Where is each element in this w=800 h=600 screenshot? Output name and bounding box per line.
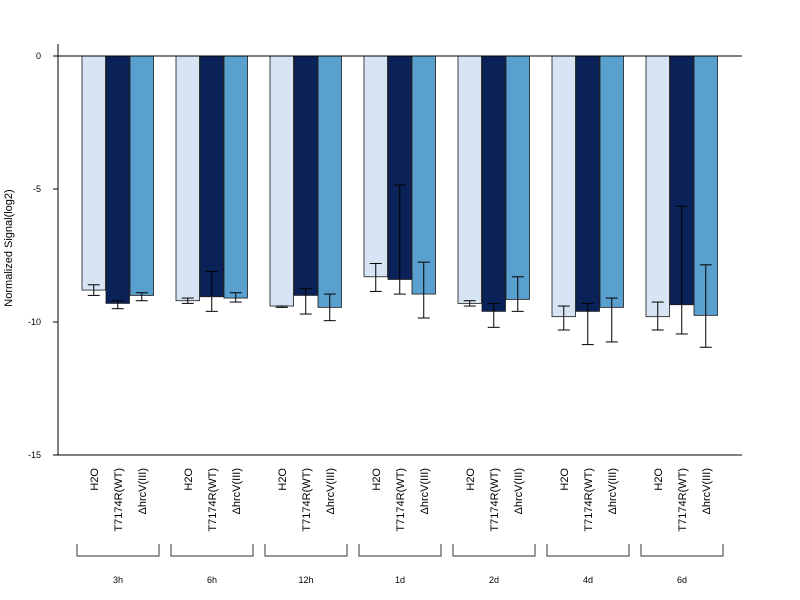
- error-bars: [87, 184, 712, 348]
- bar: [269, 55, 294, 307]
- bar: [105, 55, 130, 304]
- y-axis-label: Normalized Signal(log2): [3, 189, 15, 306]
- bar-label: ΔhrcV(III): [701, 468, 713, 514]
- group-label: 6h: [207, 575, 217, 585]
- group-label: 6d: [677, 575, 687, 585]
- bar: [457, 55, 482, 304]
- bar: [481, 55, 506, 312]
- bar-label: H2O: [465, 468, 477, 491]
- bar: [175, 55, 200, 302]
- bars: [81, 55, 718, 318]
- bar-label: ΔhrcV(III): [513, 468, 525, 514]
- bar: [317, 55, 342, 308]
- bar: [599, 55, 624, 308]
- group-label: 4d: [583, 575, 593, 585]
- group-bracket: [264, 544, 348, 557]
- bar-label: H2O: [371, 468, 383, 491]
- bar-labels: H2O T7174R(WT) ΔhrcV(III) H2O T7174R(WT) Δhrc…: [89, 468, 713, 532]
- bar-label: ΔhrcV(III): [231, 468, 243, 514]
- y-tick-label: -10: [28, 317, 41, 327]
- bar-label: ΔhrcV(III): [325, 468, 337, 514]
- group-bracket: [358, 544, 442, 557]
- bar-label: H2O: [277, 468, 289, 491]
- bar-label: ΔhrcV(III): [137, 468, 149, 514]
- group-labels: 3h 6h 12h 1d 2d 4d 6d: [113, 575, 687, 585]
- bar-label: H2O: [183, 468, 195, 491]
- group-label: 12h: [298, 575, 313, 585]
- group-bracket: [640, 544, 724, 557]
- y-tick-label: -15: [28, 450, 41, 460]
- bar: [293, 55, 318, 296]
- group-label: 2d: [489, 575, 499, 585]
- bar: [223, 55, 248, 299]
- bar-label: ΔhrcV(III): [419, 468, 431, 514]
- bar-label: T7174R(WT): [207, 468, 219, 532]
- group-label: 3h: [113, 575, 123, 585]
- bar-label: T7174R(WT): [395, 468, 407, 532]
- bar: [411, 55, 436, 295]
- group-label: 1d: [395, 575, 405, 585]
- bar-label: T7174R(WT): [677, 468, 689, 532]
- bar-label: H2O: [653, 468, 665, 491]
- bar-label: ΔhrcV(III): [607, 468, 619, 514]
- group-brackets: [76, 544, 724, 557]
- y-axis: 0 -5 -10 -15: [28, 44, 59, 460]
- bar: [575, 55, 600, 312]
- bar-label: T7174R(WT): [301, 468, 313, 532]
- bar: [129, 55, 154, 296]
- bar: [199, 55, 224, 298]
- bar-label: H2O: [559, 468, 571, 491]
- y-tick-label: -5: [33, 184, 41, 194]
- group-bracket: [76, 544, 160, 557]
- group-bracket: [546, 544, 630, 557]
- bar-label: T7174R(WT): [113, 468, 125, 532]
- group-bracket: [452, 544, 536, 557]
- bar: [645, 55, 670, 318]
- bar: [363, 55, 388, 278]
- bar: [81, 55, 106, 291]
- bar-label: T7174R(WT): [489, 468, 501, 532]
- bar: [551, 55, 576, 318]
- bar-label: H2O: [89, 468, 101, 491]
- bar-label: T7174R(WT): [583, 468, 595, 532]
- bar: [505, 55, 530, 300]
- group-bracket: [170, 544, 254, 557]
- y-tick-label: 0: [36, 51, 41, 61]
